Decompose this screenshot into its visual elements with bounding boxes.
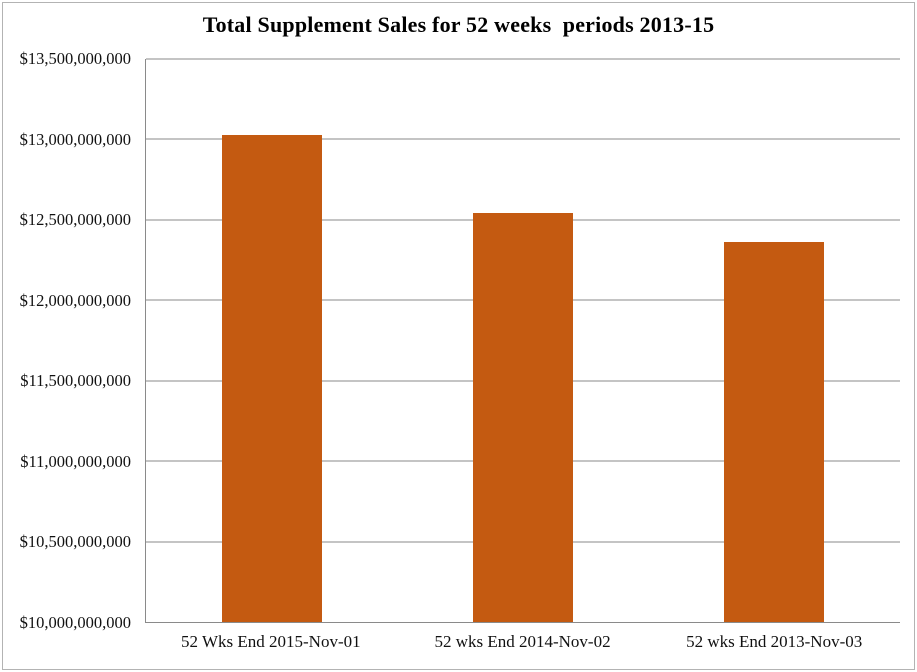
bar-2014	[472, 213, 573, 622]
y-tick-label: $13,000,000,000	[19, 129, 131, 149]
y-tick-label: $11,500,000,000	[20, 371, 131, 391]
x-axis: 52 Wks End 2015-Nov-01 52 wks End 2014-N…	[145, 630, 900, 654]
bar-2015	[221, 134, 322, 622]
bars	[146, 59, 900, 622]
gridline	[146, 138, 900, 140]
plot-area	[145, 58, 900, 623]
bar-slot	[649, 59, 900, 622]
y-tick-label: $12,000,000,000	[19, 290, 131, 310]
bar-2013	[724, 242, 825, 622]
y-axis: $13,500,000,000 $13,000,000,000 $12,500,…	[0, 49, 137, 632]
y-tick-label: $10,000,000,000	[19, 613, 131, 632]
y-tick-label: $12,500,000,000	[19, 210, 131, 230]
y-tick-label: $13,500,000,000	[19, 49, 131, 68]
bar-slot	[397, 59, 648, 622]
x-tick-label: 52 wks End 2014-Nov-02	[434, 632, 611, 651]
chart-title: Total Supplement Sales for 52 weeks peri…	[202, 12, 715, 37]
x-tick-label: 52 Wks End 2015-Nov-01	[181, 632, 361, 651]
y-tick-label: $11,000,000,000	[20, 451, 131, 471]
y-tick-label: $10,500,000,000	[19, 532, 131, 552]
gridline	[146, 58, 900, 60]
bar-slot	[146, 59, 397, 622]
x-tick-label: 52 wks End 2013-Nov-03	[686, 632, 863, 651]
